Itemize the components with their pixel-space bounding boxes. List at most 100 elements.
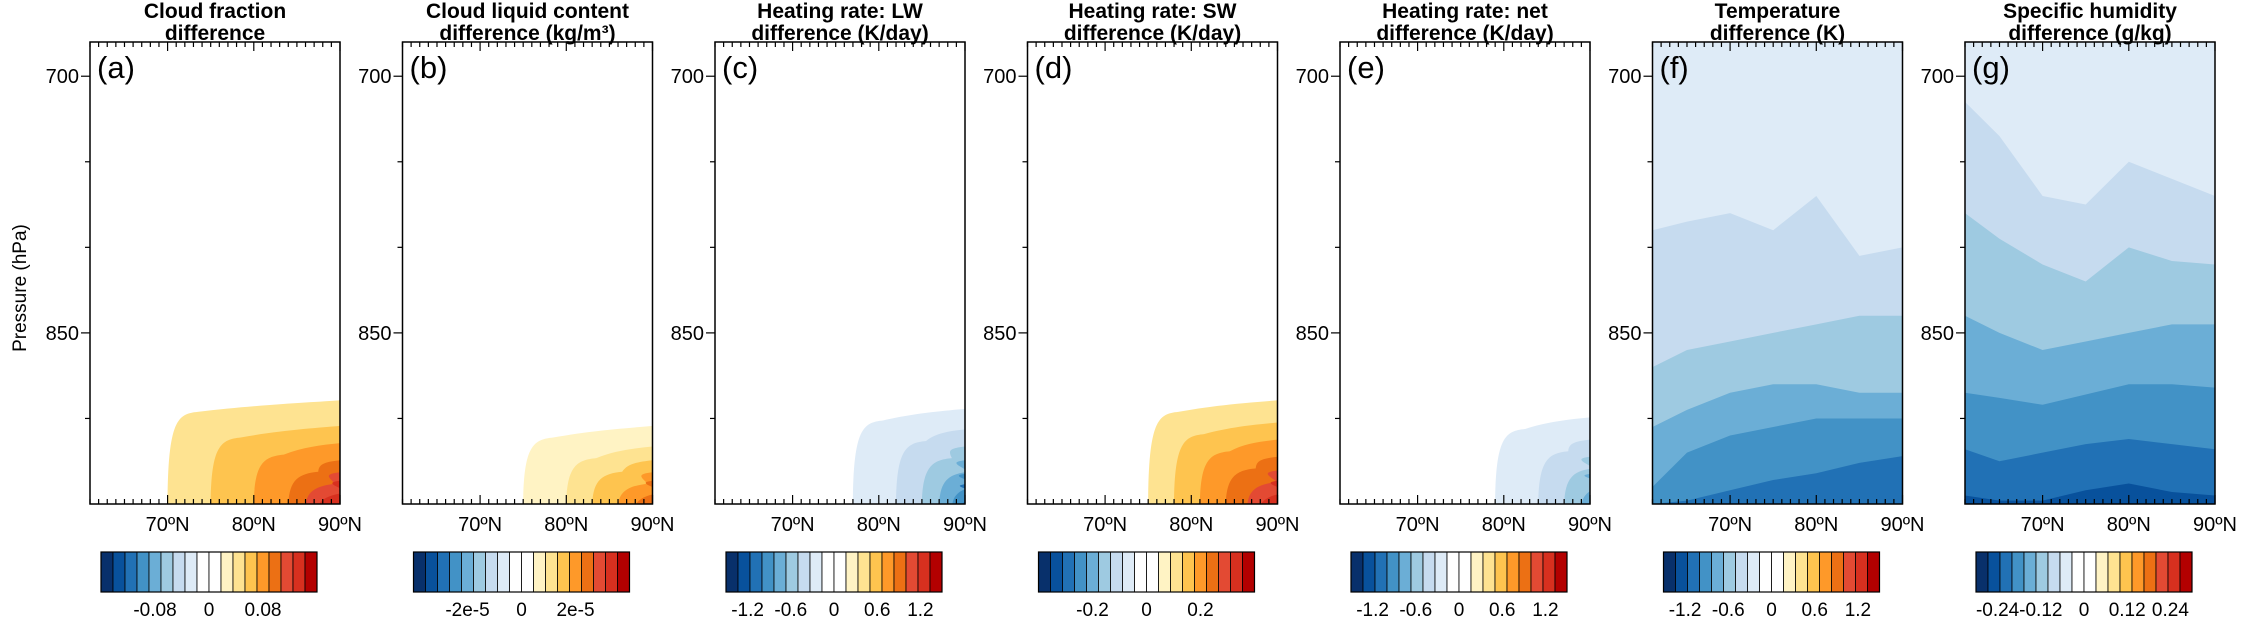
- colorbar-cell: [1098, 551, 1111, 593]
- colorbar-cell: [1230, 551, 1243, 593]
- colorbar-cell: [1182, 551, 1195, 593]
- colorbar-cell: [1206, 551, 1219, 593]
- x-tick-label: 80ºN: [232, 514, 276, 536]
- colorbar-cell: [1086, 551, 1099, 593]
- y-tick-label: 700: [1921, 66, 1954, 88]
- colorbar-cell: [1759, 551, 1772, 593]
- colorbar-label: -1.2: [731, 600, 764, 620]
- colorbar-cell: [1771, 551, 1784, 593]
- colorbar-cell: [917, 551, 931, 593]
- colorbar-cell: [1723, 551, 1736, 593]
- colorbar-cell: [256, 551, 270, 593]
- colorbar-cell: [1699, 551, 1712, 593]
- colorbar-cell: [509, 551, 522, 593]
- colorbar-cell: [1458, 551, 1472, 593]
- panel-title-line1: Heating rate: SW: [1068, 0, 1236, 23]
- colorbar-cell: [1410, 551, 1424, 593]
- colorbar-cell: [1470, 551, 1484, 593]
- contour-band: [636, 480, 653, 504]
- y-tick-label: 850: [671, 323, 704, 345]
- colorbar-cell: [2119, 551, 2133, 593]
- colorbar-label: -0.2: [1076, 600, 1109, 620]
- colorbar-label: 0: [204, 600, 215, 620]
- colorbar-cell: [845, 551, 859, 593]
- colorbar-frame: [1662, 551, 1881, 593]
- colorbar-cell: [1675, 551, 1688, 593]
- colorbar-cell: [1434, 551, 1448, 593]
- colorbar-cell: [2095, 551, 2109, 593]
- colorbar-cell: [2071, 551, 2085, 593]
- colorbar-cell: [821, 551, 835, 593]
- colorbar-cell: [112, 551, 126, 593]
- colorbar-cell: [172, 551, 186, 593]
- colorbar-cell: [1819, 551, 1832, 593]
- colorbar: -0.08 0 0.08: [100, 551, 318, 620]
- colorbar-cell: [1975, 551, 1989, 593]
- colorbar-cell: [545, 551, 558, 593]
- panel-title-line2: difference (kg/m³): [439, 22, 615, 45]
- panel-label: (d): [1035, 50, 1073, 85]
- colorbar-cell: [929, 551, 943, 593]
- colorbar-cell: [148, 551, 162, 593]
- colorbar-cell: [304, 551, 318, 593]
- colorbar-cell: [1987, 551, 2001, 593]
- colorbar: -1.2 -0.6 0 0.6 1.2: [725, 551, 943, 620]
- colorbar-cell: [268, 551, 282, 593]
- colorbar-cell: [833, 551, 847, 593]
- colorbar-cell: [2167, 551, 2181, 593]
- colorbar-label: 2e-5: [556, 600, 594, 620]
- x-tick-label: 70ºN: [146, 514, 190, 536]
- colorbar-cell: [280, 551, 294, 593]
- panel-title-line1: Heating rate: net: [1382, 0, 1548, 23]
- panel-b: 700 850 70ºN 80ºN 90ºN (b) Cloud liquid conten…: [358, 0, 674, 620]
- x-tick-label: 90ºN: [2193, 514, 2237, 536]
- colorbar-cell: [749, 551, 763, 593]
- panel-label: (g): [1972, 50, 2010, 85]
- colorbar-cell: [1218, 551, 1231, 593]
- x-tick-label: 90ºN: [1256, 514, 1300, 536]
- contour-band: [952, 473, 965, 504]
- colorbar-cell: [437, 551, 450, 593]
- colorbar-cell: [521, 551, 534, 593]
- colorbar-frame: [1350, 551, 1568, 593]
- colorbar-cell: [1194, 551, 1207, 593]
- panel-title-line2: difference: [165, 22, 265, 45]
- colorbar-label: -0.08: [133, 600, 176, 620]
- colorbar-cell: [1446, 551, 1460, 593]
- contour-field: [402, 42, 653, 504]
- colorbar-cell: [2143, 551, 2157, 593]
- colorbar-frame: [1975, 551, 2193, 593]
- panel-d: 700 850 70ºN 80ºN 90ºN (d) Heating rate: SWdif…: [983, 0, 1299, 620]
- colorbar-cell: [2011, 551, 2025, 593]
- colorbar-cell: [797, 551, 811, 593]
- contour-field: [1027, 42, 1278, 504]
- x-tick-label: 90ºN: [943, 514, 987, 536]
- colorbar-cell: [569, 551, 582, 593]
- colorbar-cell: [1518, 551, 1532, 593]
- panel-a: 700 850 70ºN 80ºN 90ºN (a) Cloud fractiondiffe…: [46, 0, 362, 620]
- colorbar-cell: [557, 551, 570, 593]
- colorbar-cell: [1687, 551, 1700, 593]
- panel-title-line1: Temperature: [1715, 0, 1841, 23]
- colorbar-cell: [1494, 551, 1508, 593]
- colorbar-cell: [2047, 551, 2061, 593]
- contour-band: [1564, 456, 1590, 504]
- y-tick-label: 850: [358, 323, 391, 345]
- colorbar-cell: [1843, 551, 1856, 593]
- colorbar-cell: [1663, 551, 1676, 593]
- colorbar-cell: [124, 551, 138, 593]
- colorbar-cell: [761, 551, 775, 593]
- colorbar-cell: [785, 551, 799, 593]
- contour-band: [319, 480, 340, 504]
- colorbar-cell: [160, 551, 174, 593]
- colorbar-cell: [1554, 551, 1568, 593]
- panel-title-line2: difference (K/day): [1064, 22, 1241, 45]
- colorbar-cell: [905, 551, 919, 593]
- colorbar-cell: [425, 551, 438, 593]
- colorbar-cell: [881, 551, 895, 593]
- colorbar-cell: [292, 551, 306, 593]
- panel-label: (e): [1347, 50, 1385, 85]
- colorbar-cell: [533, 551, 546, 593]
- colorbar-cell: [1398, 551, 1412, 593]
- panel-title-line1: Cloud fraction: [144, 0, 286, 23]
